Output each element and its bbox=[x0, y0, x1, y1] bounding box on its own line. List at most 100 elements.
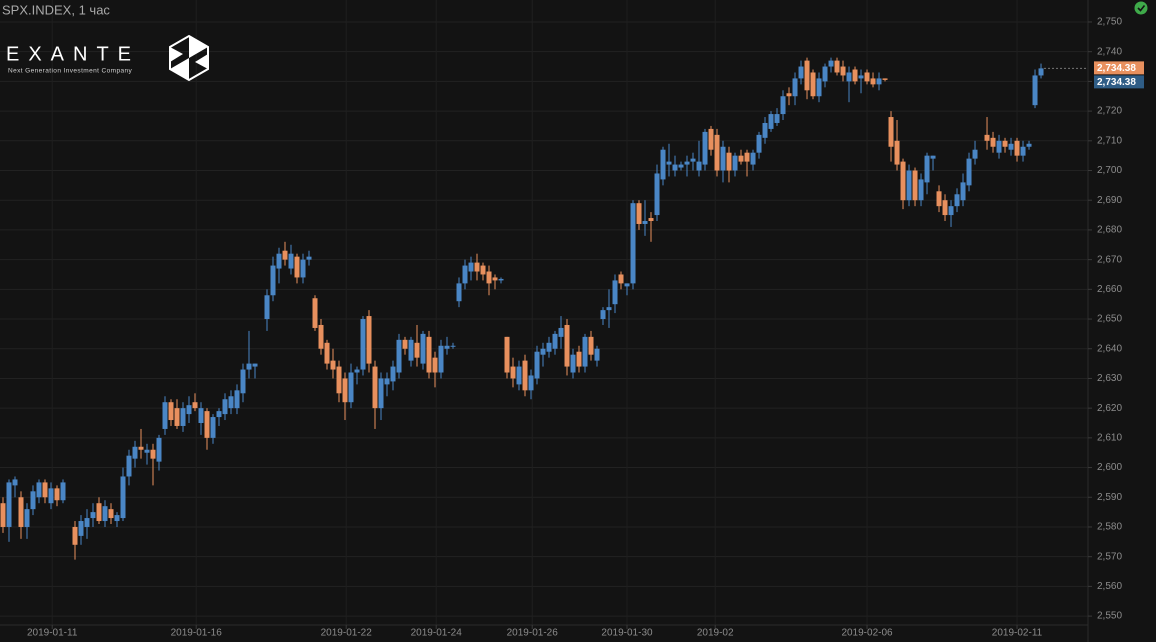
grid bbox=[0, 0, 1088, 625]
candle-body bbox=[240, 369, 246, 394]
candle-body bbox=[348, 372, 354, 403]
candle-body bbox=[444, 345, 450, 349]
candle-body bbox=[414, 342, 420, 358]
candle-body bbox=[588, 336, 594, 355]
candle-body bbox=[672, 164, 678, 171]
candle-body bbox=[162, 402, 168, 429]
candle-body bbox=[948, 206, 954, 216]
candle-body bbox=[78, 521, 84, 536]
candle-body bbox=[654, 173, 660, 216]
candle-body bbox=[150, 449, 156, 459]
candle-body bbox=[714, 134, 720, 171]
candle-body bbox=[792, 78, 798, 97]
candle-body bbox=[0, 503, 6, 527]
candle-body bbox=[144, 449, 150, 453]
last-price-label: 2,734.38 bbox=[1097, 63, 1136, 74]
candle-body bbox=[246, 363, 252, 370]
candle-body bbox=[426, 336, 432, 373]
candle-body bbox=[810, 72, 816, 97]
candle-body bbox=[264, 295, 270, 320]
candle-body bbox=[510, 366, 516, 379]
candle-body bbox=[780, 96, 786, 115]
candle-body bbox=[912, 170, 918, 201]
x-tick-label: 2019-01-30 bbox=[601, 628, 653, 639]
candle-body bbox=[516, 366, 522, 385]
candle-body bbox=[312, 298, 318, 328]
x-tick-label: 2019-01-16 bbox=[171, 628, 223, 639]
candle-body bbox=[270, 265, 276, 296]
x-tick-label: 2019-02 bbox=[697, 628, 734, 639]
y-tick-label: 2,650 bbox=[1097, 314, 1122, 325]
candle-body bbox=[660, 149, 666, 180]
candle-body bbox=[918, 179, 924, 201]
candle-body bbox=[702, 131, 708, 165]
y-tick-label: 2,560 bbox=[1097, 581, 1122, 592]
candle-body bbox=[336, 366, 342, 394]
candle-body bbox=[786, 93, 792, 97]
candle-body bbox=[354, 369, 360, 373]
candle-body bbox=[618, 274, 624, 284]
x-tick-label: 2019-01-24 bbox=[411, 628, 463, 639]
candle-body bbox=[1002, 140, 1008, 147]
candle-body bbox=[222, 399, 228, 415]
candle-body bbox=[558, 327, 564, 337]
candle-body bbox=[1026, 143, 1032, 147]
y-tick-label: 2,690 bbox=[1097, 195, 1122, 206]
candle-body bbox=[666, 161, 672, 165]
candle-body bbox=[612, 280, 618, 305]
candle-body bbox=[846, 72, 852, 82]
y-tick-label: 2,710 bbox=[1097, 135, 1122, 146]
candle-body bbox=[402, 339, 408, 349]
candle-body bbox=[834, 60, 840, 73]
y-tick-label: 2,620 bbox=[1097, 403, 1122, 414]
candle-body bbox=[294, 256, 300, 278]
candle-body bbox=[168, 402, 174, 421]
candle-body bbox=[582, 336, 588, 367]
candle-body bbox=[60, 482, 66, 501]
candle-body bbox=[138, 446, 144, 450]
candle-body bbox=[744, 152, 750, 162]
candle-body bbox=[576, 351, 582, 367]
candle-body bbox=[306, 256, 312, 260]
candle-body bbox=[624, 283, 630, 287]
candle-body bbox=[456, 283, 462, 302]
candle-body bbox=[804, 60, 810, 91]
candle-body bbox=[924, 155, 930, 183]
candle-body bbox=[186, 405, 192, 415]
candle-body bbox=[384, 378, 390, 385]
candle-body bbox=[180, 408, 186, 426]
candle-body bbox=[42, 482, 48, 498]
candle-body bbox=[720, 146, 726, 171]
candle-body bbox=[1020, 146, 1026, 156]
candle-body bbox=[6, 482, 12, 527]
candle-body bbox=[528, 375, 534, 391]
candle-body bbox=[756, 134, 762, 153]
candle-body bbox=[678, 164, 684, 168]
candle-body bbox=[870, 78, 876, 85]
candle-body bbox=[636, 203, 642, 224]
candle-body bbox=[36, 482, 42, 498]
candle-body bbox=[474, 262, 480, 272]
candles bbox=[0, 57, 1044, 560]
candle-body bbox=[1038, 68, 1044, 76]
y-tick-label: 2,700 bbox=[1097, 165, 1122, 176]
candle-body bbox=[600, 310, 606, 320]
candle-body bbox=[864, 72, 870, 82]
candle-body bbox=[504, 336, 510, 373]
y-tick-label: 2,640 bbox=[1097, 343, 1122, 354]
candle-body bbox=[18, 497, 24, 527]
candle-body bbox=[30, 491, 36, 510]
candle-body bbox=[900, 161, 906, 201]
y-tick-label: 2,680 bbox=[1097, 225, 1122, 236]
candle-body bbox=[318, 324, 324, 349]
candle-body bbox=[204, 411, 210, 438]
candle-body bbox=[546, 342, 552, 352]
y-tick-label: 2,570 bbox=[1097, 551, 1122, 562]
candle-body bbox=[642, 221, 648, 224]
candle-body bbox=[906, 170, 912, 201]
candle-body bbox=[54, 488, 60, 501]
candle-body bbox=[726, 152, 732, 171]
candle-body bbox=[342, 378, 348, 403]
x-tick-label: 2019-02-11 bbox=[992, 628, 1043, 639]
